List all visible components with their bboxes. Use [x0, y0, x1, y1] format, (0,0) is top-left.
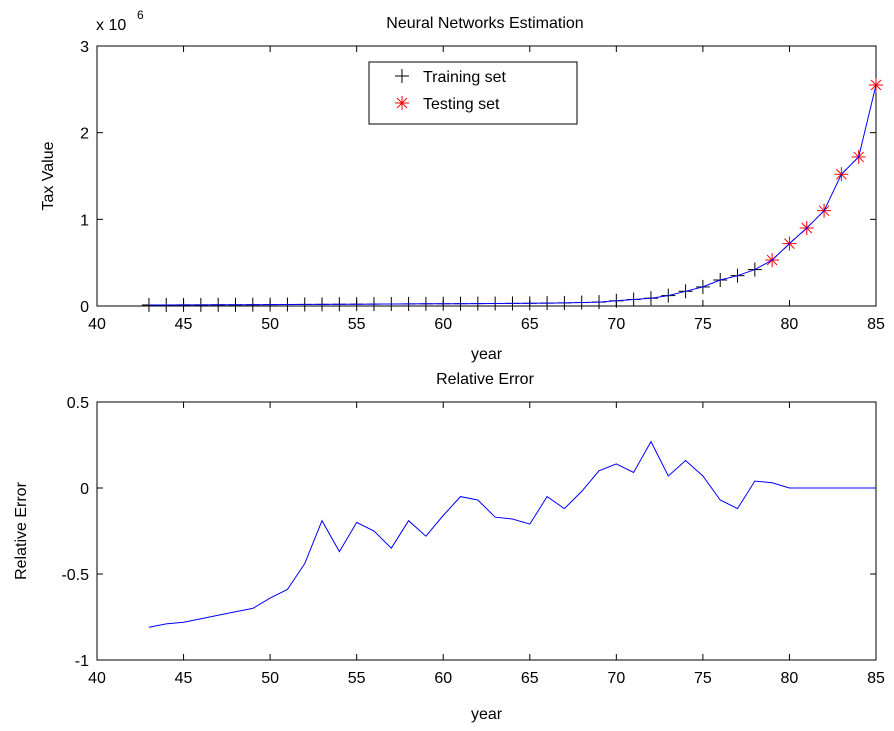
- x-tick-label: 70: [607, 670, 625, 687]
- y-tick-label: -1: [75, 653, 89, 670]
- y-exponent-power: 6: [137, 8, 144, 22]
- x-tick-label: 65: [521, 670, 539, 687]
- y-tick-label: 1: [80, 212, 89, 229]
- series-line: [148, 440, 876, 628]
- legend-marker-testing: [395, 96, 409, 110]
- relative-error-chart: Relative Error 40 45 50 55 60 65 70 75 80 85 -1 -0.…: [13, 371, 885, 723]
- x-tick-label: 40: [88, 316, 106, 333]
- y-tick-label: 3: [80, 39, 89, 56]
- plot-frame: [96, 45, 877, 307]
- y-tick-label: 0.5: [67, 395, 89, 412]
- x-tick-label: 75: [694, 670, 712, 687]
- y-axis-label: Tax Value: [40, 141, 57, 210]
- chart-title: Neural Networks Estimation: [386, 15, 583, 32]
- x-tick-label: 45: [175, 670, 193, 687]
- x-tick-label: 60: [434, 316, 452, 333]
- y-exponent-label: x 10: [96, 17, 126, 34]
- x-tick-label: 65: [521, 316, 539, 333]
- x-tick-label: 50: [261, 316, 279, 333]
- chart-marks: 40 45 50 55 60 65 70 75 80 85 -1 -0.5 0 0.5 year Relati…: [13, 395, 885, 723]
- x-tick-label: 85: [867, 670, 885, 687]
- x-tick-label: 55: [348, 316, 366, 333]
- x-tick-label: 80: [781, 316, 799, 333]
- chart-title: Relative Error: [436, 371, 534, 388]
- x-tick-label: 55: [348, 670, 366, 687]
- x-tick-label: 50: [261, 670, 279, 687]
- x-tick-label: 45: [175, 316, 193, 333]
- legend-label-training: Training set: [423, 69, 507, 86]
- legend-marker-training: [395, 69, 409, 83]
- x-axis-label: year: [471, 706, 503, 723]
- y-tick-label: -0.5: [61, 567, 89, 584]
- legend-box: [368, 61, 578, 125]
- x-axis-label: year: [471, 346, 503, 363]
- y-tick-label: 0: [80, 299, 89, 316]
- plot-frame: [96, 401, 877, 661]
- series-line: [148, 84, 877, 306]
- x-tick-label: 80: [781, 670, 799, 687]
- y-tick-label: 0: [80, 481, 89, 498]
- y-tick-label: 2: [80, 126, 89, 143]
- x-tick-label: 70: [607, 316, 625, 333]
- x-tick-label: 75: [694, 316, 712, 333]
- tax-value-chart: Neural Networks Estimation x 10 6 40 45 50…: [40, 8, 885, 363]
- chart-marks: 40 45 50 55 60 65 70 75 80 85 0 1 2 3 year Tax Value: [40, 39, 885, 363]
- y-axis-label: Relative Error: [13, 481, 30, 579]
- x-tick-label: 40: [88, 670, 106, 687]
- x-tick-label: 60: [434, 670, 452, 687]
- x-tick-label: 85: [867, 316, 885, 333]
- legend-label-testing: Testing set: [423, 96, 500, 113]
- legend: Training set Testing set: [368, 61, 578, 125]
